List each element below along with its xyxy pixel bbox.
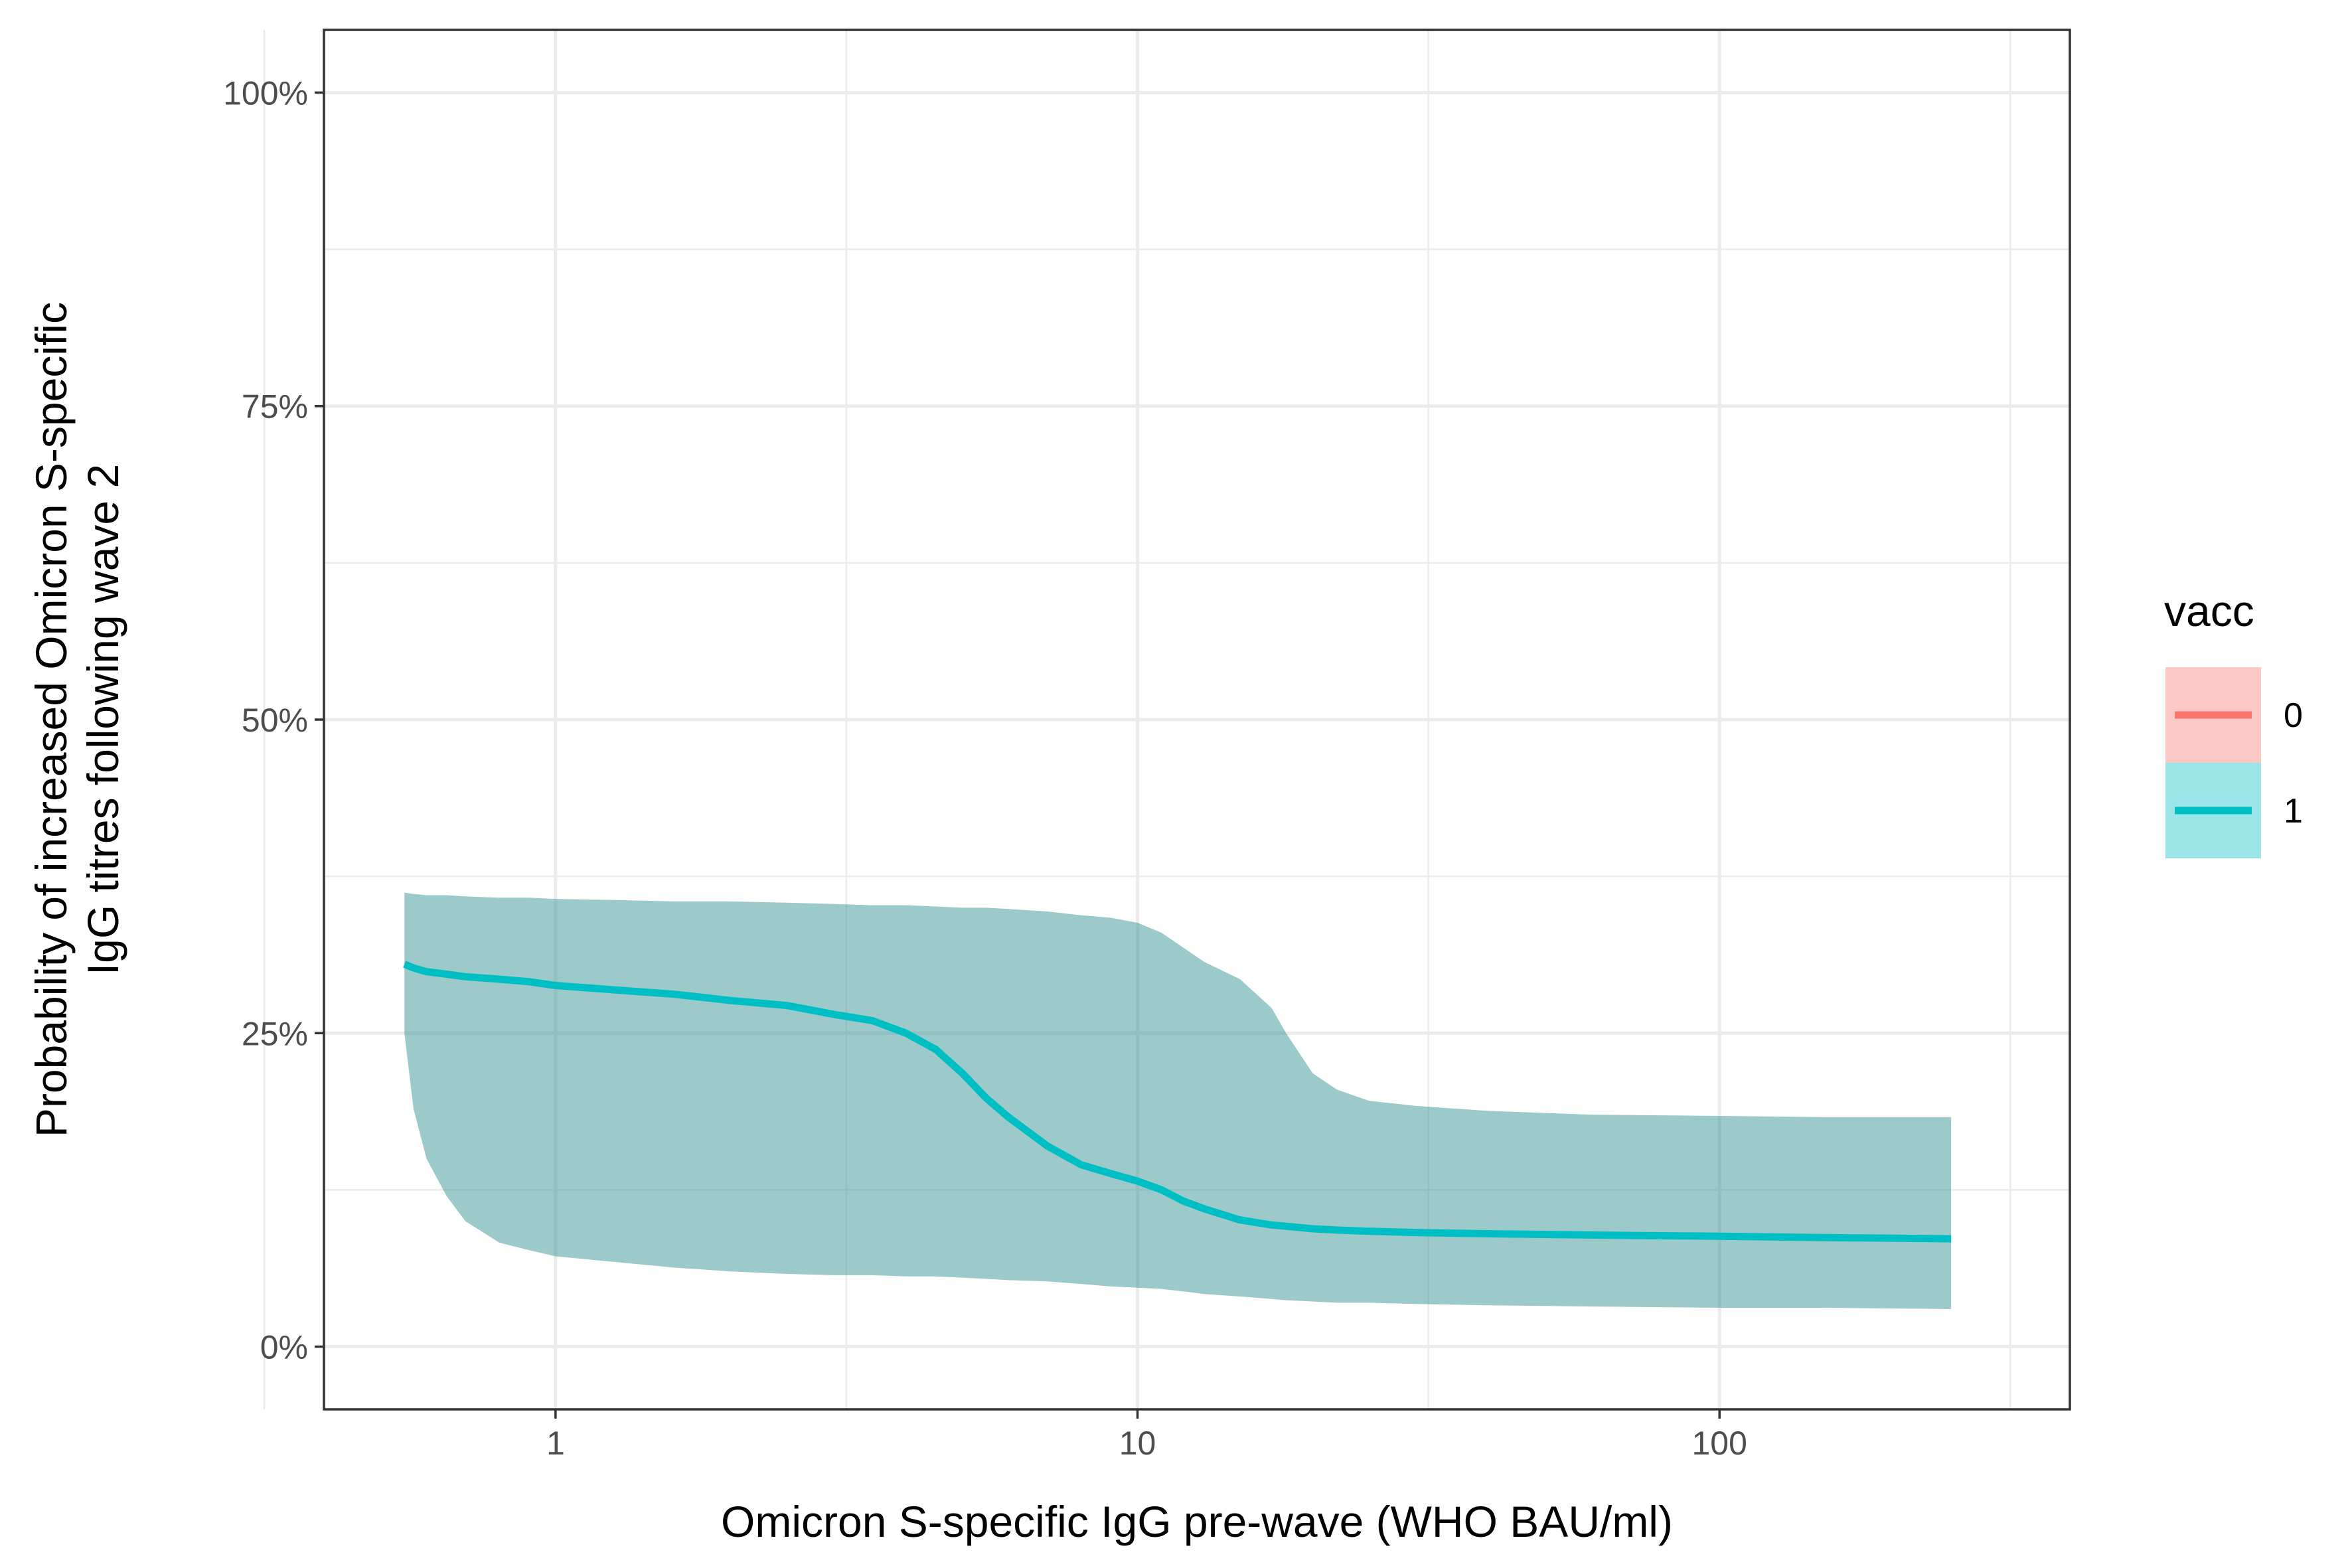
legend-entries: 01	[2165, 667, 2303, 858]
confidence-ribbons	[404, 892, 1952, 1309]
legend-label: 0	[2284, 696, 2303, 735]
x-tick-label: 10	[1119, 1425, 1156, 1462]
y-tick-label: 100%	[223, 74, 308, 112]
x-tick-label: 100	[1691, 1425, 1747, 1462]
y-axis-title-line-1: Probability of increased Omicron S-speci…	[27, 302, 76, 1137]
y-tick-label: 0%	[260, 1329, 308, 1366]
x-tick-label: 1	[546, 1425, 565, 1462]
y-tick-label: 75%	[242, 388, 308, 426]
legend-label: 1	[2284, 792, 2303, 830]
series-lines	[403, 961, 1952, 1243]
series-line-1	[403, 961, 1952, 1243]
legend: vacc 01	[2164, 586, 2303, 858]
y-tick-label: 50%	[242, 702, 308, 739]
x-axis: 1 10 100	[546, 1409, 1747, 1462]
y-axis-title-line-2: IgG titres following wave 2	[78, 464, 127, 975]
y-axis: 0% 25% 50% 75% 100%	[223, 74, 324, 1366]
legend-title: vacc	[2164, 586, 2254, 635]
confidence-ribbon-series-1	[404, 892, 1952, 1309]
x-axis-title: Omicron S-specific IgG pre-wave (WHO BAU…	[721, 1497, 1673, 1546]
y-axis-title: Probability of increased Omicron S-speci…	[27, 302, 127, 1137]
y-tick-label: 25%	[242, 1015, 308, 1052]
